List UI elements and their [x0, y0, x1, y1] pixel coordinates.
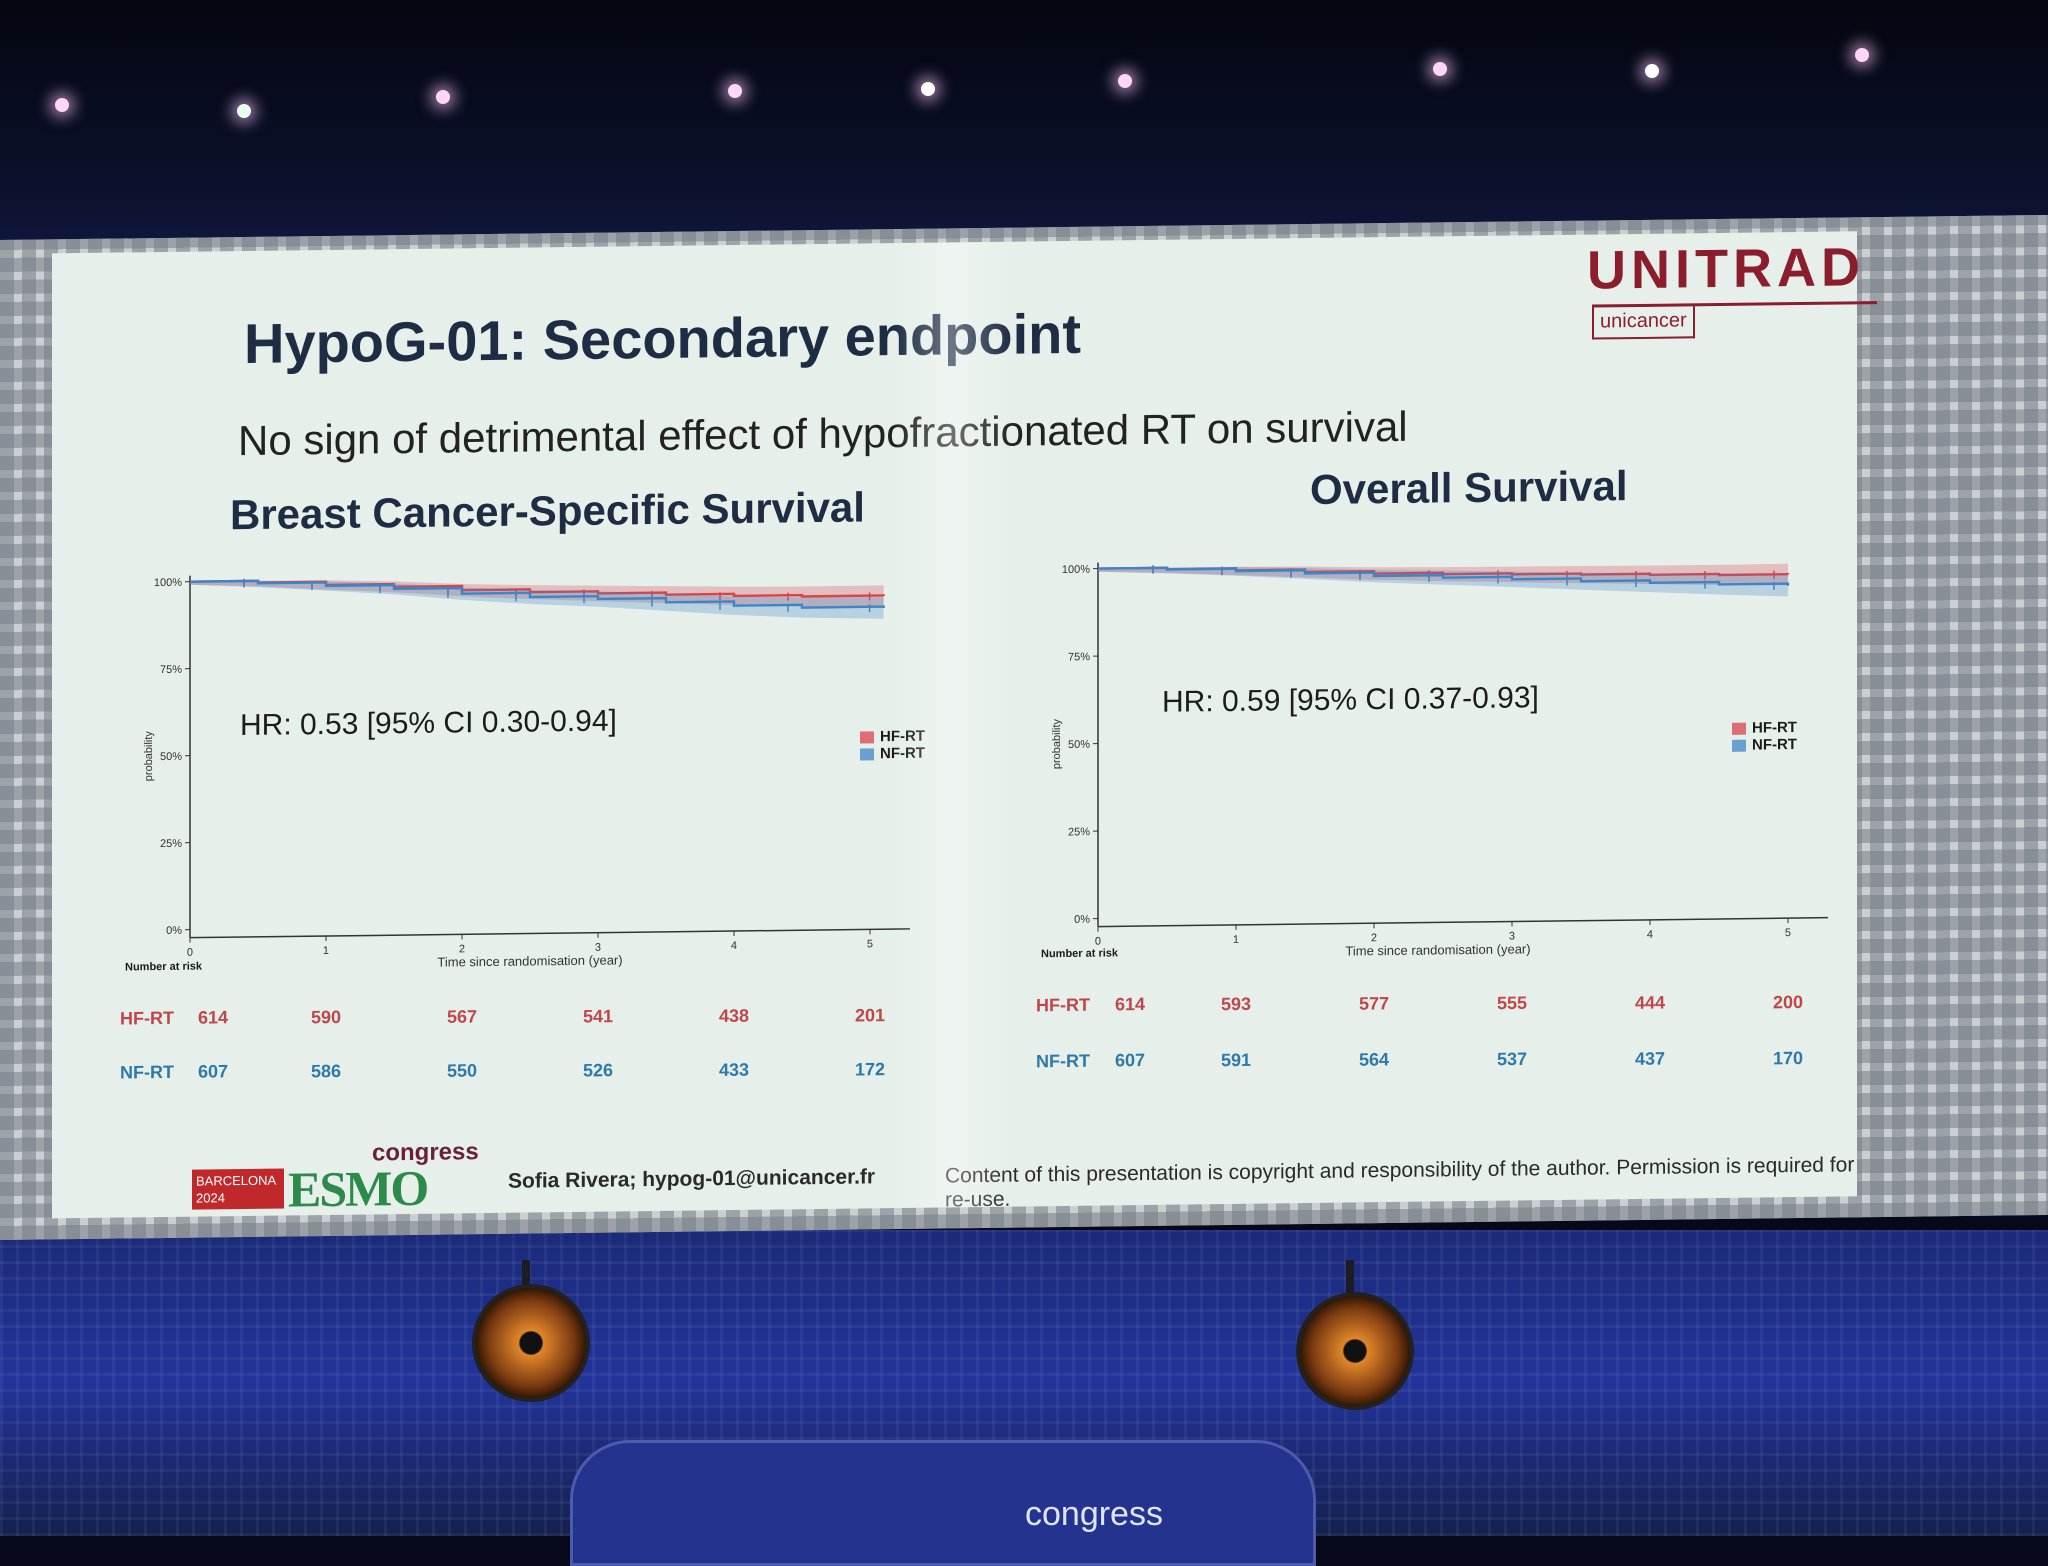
x-tick-label: 5 — [1785, 927, 1791, 939]
risk-value: 537 — [1497, 1049, 1527, 1069]
risk-value: 567 — [447, 1007, 477, 1027]
esmo-badge: BARCELONA 2024 — [192, 1169, 284, 1210]
x-tick-label: 5 — [867, 938, 873, 950]
risk-value: 526 — [583, 1060, 613, 1080]
presentation-slide: UNITRAD unicancer HypoG-01: Secondary en… — [0, 215, 2048, 1240]
x-tick-label: 0 — [187, 947, 193, 959]
esmo-congress-label: congress — [372, 1138, 479, 1167]
x-axis — [1098, 918, 1828, 927]
y-tick-label: 50% — [1068, 739, 1090, 751]
risk-value: 577 — [1359, 993, 1389, 1013]
unicancer-logo: unicancer — [1592, 306, 1695, 339]
risk-row-name: NF-RT — [120, 1062, 174, 1083]
y-tick-label: 50% — [160, 751, 182, 763]
y-axis-label: probability — [143, 731, 155, 782]
x-tick-label: 1 — [323, 945, 329, 957]
risk-value: 607 — [198, 1061, 228, 1081]
legend-swatch — [1732, 740, 1746, 752]
x-axis — [190, 929, 910, 938]
legend-label: HF-RT — [1752, 719, 1797, 737]
slide-content: UNITRAD unicancer HypoG-01: Secondary en… — [52, 231, 1857, 1218]
risk-value: 555 — [1497, 993, 1527, 1013]
legend-label: NF-RT — [1752, 736, 1797, 754]
x-tick-label: 4 — [1647, 929, 1653, 941]
stage-light — [436, 90, 450, 104]
risk-table-label: Number at risk — [1041, 947, 1119, 960]
risk-value: 607 — [1115, 1050, 1145, 1070]
y-tick-label: 0% — [166, 925, 182, 937]
podium — [570, 1440, 1316, 1566]
esmo-wordmark: ESMO — [288, 1159, 427, 1219]
stage-light — [1645, 64, 1659, 78]
chart-title-os: Overall Survival — [1310, 462, 1628, 514]
legend-label: HF-RT — [880, 728, 925, 746]
stage-light — [1118, 74, 1132, 88]
slide-subtitle: No sign of detrimental effect of hypofra… — [238, 403, 1408, 465]
risk-value: 614 — [1115, 994, 1145, 1014]
risk-value: 200 — [1773, 992, 1803, 1012]
risk-value: 170 — [1773, 1048, 1803, 1068]
x-axis-label: Time since randomisation (year) — [1345, 941, 1530, 958]
stage-light — [237, 104, 251, 118]
stage-light — [1855, 48, 1869, 62]
legend-label: NF-RT — [880, 745, 925, 763]
slide-title: HypoG-01: Secondary endpoint — [244, 301, 1081, 376]
risk-value: 550 — [447, 1061, 477, 1081]
stage-light — [921, 82, 935, 96]
stage-spotlight — [1296, 1292, 1414, 1410]
unitrad-logo: UNITRAD — [1587, 236, 1865, 301]
hazard-ratio-annotation: HR: 0.59 [95% CI 0.37-0.93] — [1162, 681, 1539, 719]
stage-light — [55, 98, 69, 112]
stage-light — [1433, 62, 1447, 76]
risk-value: 591 — [1221, 1050, 1251, 1070]
risk-value: 172 — [855, 1059, 885, 1079]
x-tick-label: 4 — [731, 940, 737, 952]
risk-table-label: Number at risk — [125, 961, 203, 974]
y-axis-label: probability — [1051, 718, 1063, 769]
risk-value: 593 — [1221, 994, 1251, 1014]
risk-value: 586 — [311, 1061, 341, 1081]
risk-value: 564 — [1359, 1049, 1389, 1069]
y-tick-label: 75% — [160, 664, 182, 676]
hazard-ratio-annotation: HR: 0.53 [95% CI 0.30-0.94] — [240, 704, 617, 742]
risk-value: 433 — [719, 1060, 749, 1080]
podium-congress-text: congress — [1025, 1495, 1163, 1534]
risk-value: 590 — [311, 1007, 341, 1027]
risk-value: 614 — [198, 1007, 228, 1027]
y-tick-label: 75% — [1068, 651, 1090, 663]
y-tick-label: 25% — [160, 838, 182, 850]
chart-title-bcss: Breast Cancer-Specific Survival — [230, 483, 865, 539]
risk-value: 437 — [1635, 1048, 1665, 1068]
y-tick-label: 25% — [1068, 826, 1090, 838]
y-tick-label: 0% — [1074, 914, 1090, 926]
risk-row-name: HF-RT — [120, 1008, 174, 1029]
stage-light — [728, 84, 742, 98]
x-tick-label: 1 — [1233, 934, 1239, 946]
risk-value: 201 — [855, 1005, 885, 1025]
risk-value: 444 — [1635, 992, 1665, 1012]
legend-swatch — [860, 748, 874, 760]
ci-band-nf-rt — [190, 573, 884, 627]
author-credit: Sofia Rivera; hypog-01@unicancer.fr — [508, 1165, 875, 1193]
stage-spotlight — [472, 1284, 590, 1402]
legend-swatch — [1732, 723, 1746, 735]
legend-swatch — [860, 731, 874, 743]
risk-row-name: HF-RT — [1036, 995, 1090, 1016]
risk-row-name: NF-RT — [1036, 1051, 1090, 1072]
x-axis-label: Time since randomisation (year) — [437, 952, 622, 969]
risk-value: 541 — [583, 1006, 613, 1026]
x-tick-label: 0 — [1095, 936, 1101, 948]
y-tick-label: 100% — [154, 577, 182, 589]
risk-value: 438 — [719, 1006, 749, 1026]
y-tick-label: 100% — [1062, 564, 1090, 576]
